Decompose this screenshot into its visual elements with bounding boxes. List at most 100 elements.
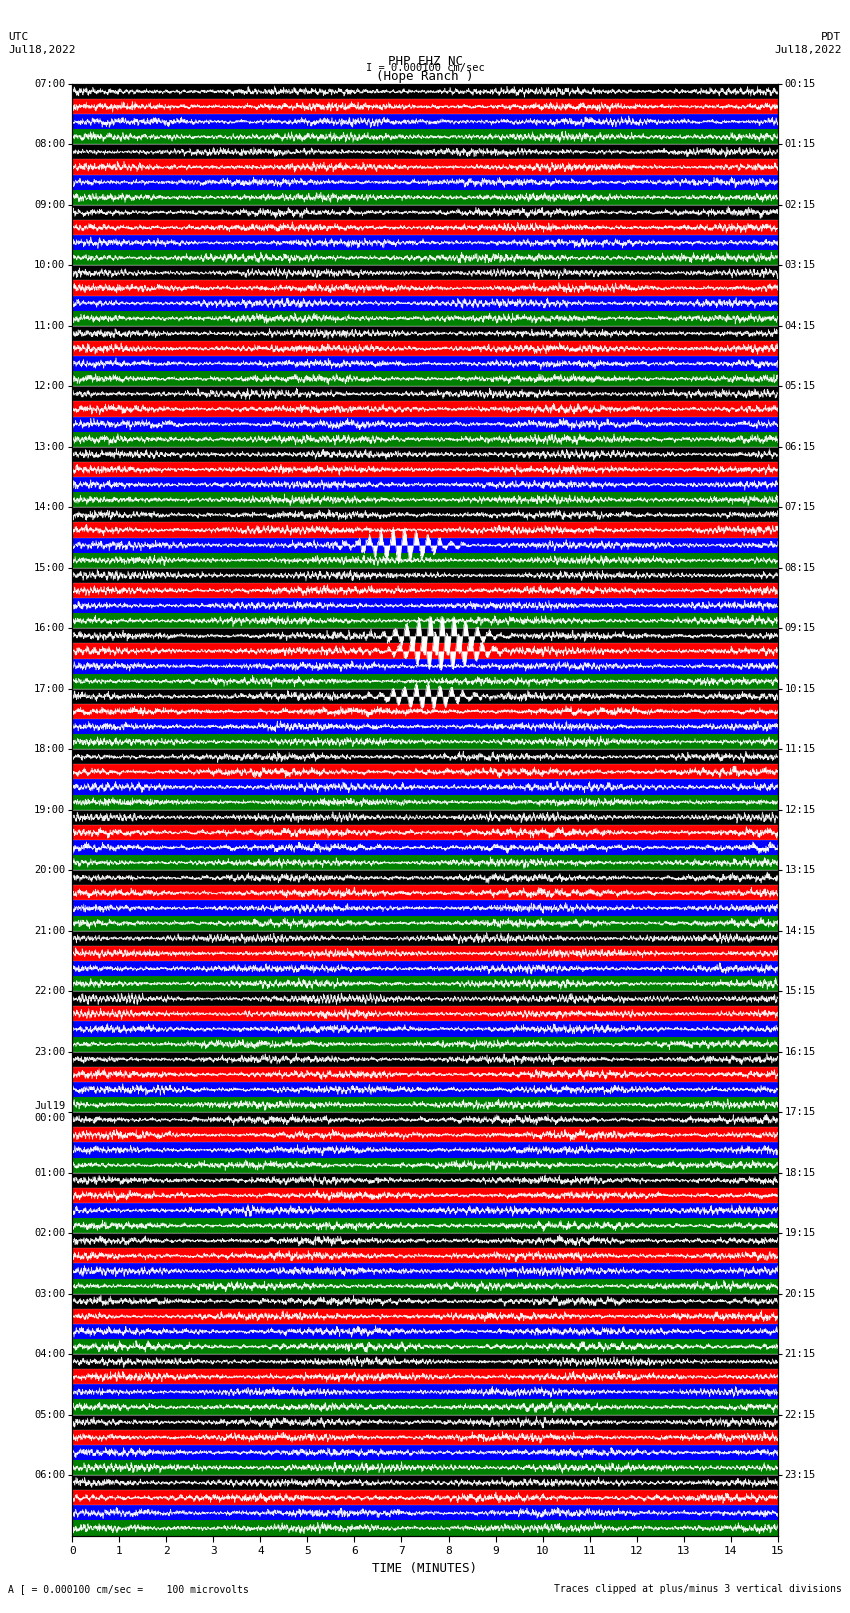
Bar: [72, 719, 778, 734]
Bar: [72, 447, 778, 461]
Bar: [72, 1415, 778, 1429]
Bar: [72, 568, 778, 582]
Bar: [72, 945, 778, 961]
Bar: [72, 855, 778, 871]
Bar: [72, 1142, 778, 1158]
Bar: [72, 1505, 778, 1521]
Bar: [72, 1369, 778, 1384]
Bar: [72, 266, 778, 281]
Bar: [72, 115, 778, 129]
Bar: [72, 613, 778, 629]
Bar: [72, 1173, 778, 1187]
Bar: [72, 1263, 778, 1279]
Bar: [72, 281, 778, 295]
Bar: [72, 295, 778, 311]
Text: PDT: PDT: [821, 32, 842, 42]
Bar: [72, 1007, 778, 1021]
Bar: [72, 461, 778, 477]
Bar: [72, 537, 778, 553]
Text: Jul18,2022: Jul18,2022: [8, 45, 76, 55]
Bar: [72, 1218, 778, 1232]
Bar: [72, 1021, 778, 1037]
Bar: [72, 416, 778, 432]
Bar: [72, 976, 778, 990]
Bar: [72, 1097, 778, 1113]
Bar: [72, 1474, 778, 1490]
Bar: [72, 900, 778, 916]
Bar: [72, 340, 778, 356]
Bar: [72, 98, 778, 115]
Bar: [72, 129, 778, 145]
Bar: [72, 1127, 778, 1142]
Bar: [72, 553, 778, 568]
Bar: [72, 644, 778, 658]
Bar: [72, 658, 778, 674]
Bar: [72, 1490, 778, 1505]
Bar: [72, 477, 778, 492]
Bar: [72, 990, 778, 1007]
Bar: [72, 1066, 778, 1082]
Bar: [72, 840, 778, 855]
Bar: [72, 1203, 778, 1218]
Bar: [72, 1324, 778, 1339]
Bar: [72, 402, 778, 416]
Bar: [72, 1232, 778, 1248]
Bar: [72, 84, 778, 98]
Bar: [72, 674, 778, 689]
Bar: [72, 1294, 778, 1308]
Bar: [72, 1187, 778, 1203]
Bar: [72, 1445, 778, 1460]
Bar: [72, 1521, 778, 1536]
Bar: [72, 356, 778, 371]
Bar: [72, 1279, 778, 1294]
Bar: [72, 311, 778, 326]
Bar: [72, 326, 778, 340]
Bar: [72, 190, 778, 205]
Bar: [72, 598, 778, 613]
Bar: [72, 371, 778, 387]
Bar: [72, 235, 778, 250]
Bar: [72, 824, 778, 840]
Bar: [72, 205, 778, 219]
Bar: [72, 961, 778, 976]
Title: PHP EHZ NC
(Hope Ranch ): PHP EHZ NC (Hope Ranch ): [377, 55, 473, 82]
Bar: [72, 1158, 778, 1173]
Bar: [72, 795, 778, 810]
X-axis label: TIME (MINUTES): TIME (MINUTES): [372, 1561, 478, 1574]
Bar: [72, 1429, 778, 1445]
Bar: [72, 1308, 778, 1324]
Bar: [72, 765, 778, 779]
Bar: [72, 779, 778, 795]
Bar: [72, 1400, 778, 1415]
Bar: [72, 689, 778, 703]
Bar: [72, 886, 778, 900]
Bar: [72, 1037, 778, 1052]
Text: Traces clipped at plus/minus 3 vertical divisions: Traces clipped at plus/minus 3 vertical …: [553, 1584, 842, 1594]
Bar: [72, 523, 778, 537]
Text: I = 0.000100 cm/sec: I = 0.000100 cm/sec: [366, 63, 484, 73]
Bar: [72, 916, 778, 931]
Bar: [72, 1113, 778, 1127]
Bar: [72, 582, 778, 598]
Bar: [72, 1248, 778, 1263]
Text: UTC: UTC: [8, 32, 29, 42]
Bar: [72, 1082, 778, 1097]
Bar: [72, 160, 778, 174]
Bar: [72, 810, 778, 824]
Bar: [72, 1355, 778, 1369]
Bar: [72, 145, 778, 160]
Bar: [72, 174, 778, 190]
Bar: [72, 1052, 778, 1066]
Bar: [72, 1460, 778, 1474]
Bar: [72, 871, 778, 886]
Text: Jul18,2022: Jul18,2022: [774, 45, 842, 55]
Bar: [72, 629, 778, 644]
Bar: [72, 219, 778, 235]
Bar: [72, 492, 778, 508]
Bar: [72, 506, 778, 523]
Bar: [72, 931, 778, 945]
Bar: [72, 1339, 778, 1355]
Bar: [72, 432, 778, 447]
Bar: [72, 703, 778, 719]
Text: A [ = 0.000100 cm/sec =    100 microvolts: A [ = 0.000100 cm/sec = 100 microvolts: [8, 1584, 249, 1594]
